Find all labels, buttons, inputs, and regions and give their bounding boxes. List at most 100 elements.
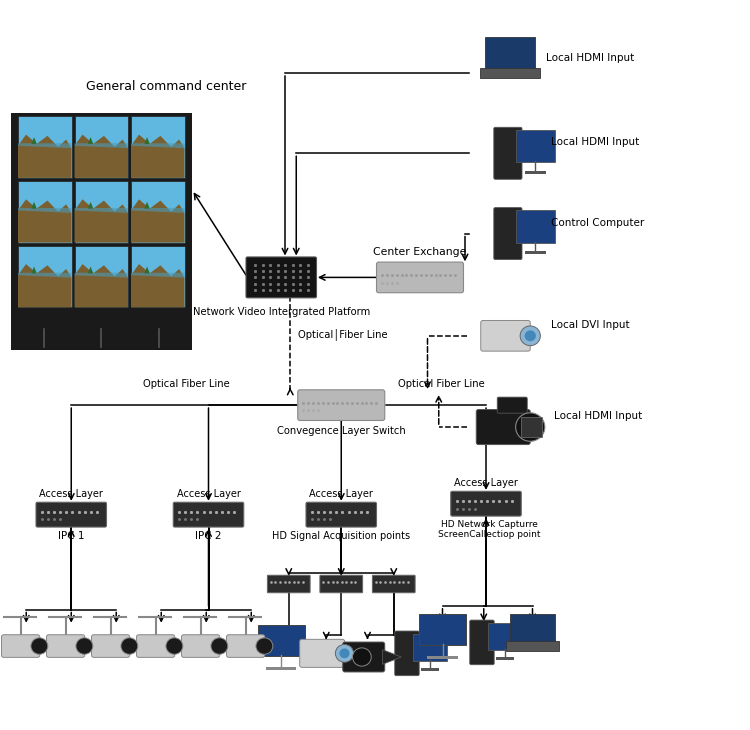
Circle shape bbox=[166, 638, 183, 654]
FancyBboxPatch shape bbox=[485, 37, 535, 72]
FancyBboxPatch shape bbox=[422, 668, 439, 671]
Circle shape bbox=[76, 638, 93, 654]
Circle shape bbox=[211, 638, 228, 654]
Circle shape bbox=[521, 418, 539, 436]
Polygon shape bbox=[74, 273, 128, 277]
FancyBboxPatch shape bbox=[18, 181, 71, 242]
Polygon shape bbox=[382, 650, 401, 664]
FancyBboxPatch shape bbox=[36, 502, 106, 527]
Text: IPC 1: IPC 1 bbox=[58, 531, 85, 541]
FancyBboxPatch shape bbox=[510, 614, 555, 645]
FancyBboxPatch shape bbox=[173, 502, 244, 527]
Text: Local HDMI Input: Local HDMI Input bbox=[554, 411, 642, 421]
FancyBboxPatch shape bbox=[267, 575, 310, 593]
Text: Access Layer: Access Layer bbox=[454, 477, 518, 488]
Circle shape bbox=[520, 326, 540, 345]
FancyBboxPatch shape bbox=[481, 320, 530, 351]
FancyBboxPatch shape bbox=[413, 634, 447, 661]
FancyBboxPatch shape bbox=[18, 245, 71, 307]
FancyBboxPatch shape bbox=[521, 418, 542, 437]
FancyBboxPatch shape bbox=[476, 410, 530, 445]
Polygon shape bbox=[18, 134, 71, 178]
FancyBboxPatch shape bbox=[298, 390, 385, 420]
FancyBboxPatch shape bbox=[46, 634, 85, 657]
Text: Access Layer: Access Layer bbox=[176, 488, 241, 499]
FancyBboxPatch shape bbox=[494, 127, 522, 180]
FancyBboxPatch shape bbox=[246, 257, 316, 298]
FancyBboxPatch shape bbox=[343, 642, 385, 672]
Polygon shape bbox=[88, 201, 93, 209]
Circle shape bbox=[340, 648, 350, 658]
Polygon shape bbox=[145, 137, 150, 144]
FancyBboxPatch shape bbox=[320, 575, 363, 593]
FancyBboxPatch shape bbox=[394, 631, 419, 676]
Text: Center Exchange: Center Exchange bbox=[374, 247, 466, 257]
FancyBboxPatch shape bbox=[10, 113, 192, 316]
FancyBboxPatch shape bbox=[300, 639, 345, 667]
FancyBboxPatch shape bbox=[92, 634, 130, 657]
FancyBboxPatch shape bbox=[266, 667, 296, 670]
Circle shape bbox=[352, 648, 371, 666]
Circle shape bbox=[121, 638, 138, 654]
FancyBboxPatch shape bbox=[136, 634, 175, 657]
FancyBboxPatch shape bbox=[131, 245, 184, 307]
FancyBboxPatch shape bbox=[10, 315, 192, 350]
Polygon shape bbox=[88, 137, 93, 144]
FancyBboxPatch shape bbox=[525, 251, 546, 254]
Text: Optical│Fiber Line: Optical│Fiber Line bbox=[298, 328, 387, 340]
Polygon shape bbox=[74, 134, 128, 178]
Text: Local HDMI Input: Local HDMI Input bbox=[546, 53, 634, 64]
Polygon shape bbox=[18, 199, 71, 242]
Polygon shape bbox=[18, 143, 71, 148]
FancyBboxPatch shape bbox=[306, 502, 376, 527]
Text: Optical Fiber Line: Optical Fiber Line bbox=[398, 379, 484, 389]
Text: Local HDMI Input: Local HDMI Input bbox=[551, 137, 640, 147]
FancyBboxPatch shape bbox=[515, 210, 555, 242]
Polygon shape bbox=[18, 208, 71, 213]
Circle shape bbox=[256, 638, 273, 654]
Polygon shape bbox=[131, 208, 184, 213]
Text: Convegence Layer Switch: Convegence Layer Switch bbox=[277, 426, 406, 436]
Polygon shape bbox=[32, 266, 37, 273]
Polygon shape bbox=[88, 266, 93, 273]
Polygon shape bbox=[32, 137, 37, 144]
Text: Access Layer: Access Layer bbox=[39, 488, 104, 499]
Polygon shape bbox=[32, 201, 37, 209]
Text: HD Network Capturre
ScreenCallectiop point: HD Network Capturre ScreenCallectiop poi… bbox=[439, 520, 541, 539]
FancyBboxPatch shape bbox=[226, 634, 265, 657]
FancyBboxPatch shape bbox=[470, 620, 494, 665]
Circle shape bbox=[31, 638, 48, 654]
Polygon shape bbox=[145, 266, 150, 273]
Text: General command center: General command center bbox=[86, 80, 247, 93]
FancyBboxPatch shape bbox=[18, 116, 71, 178]
Polygon shape bbox=[18, 264, 71, 307]
FancyBboxPatch shape bbox=[74, 245, 128, 307]
Polygon shape bbox=[131, 264, 184, 307]
Polygon shape bbox=[131, 134, 184, 178]
Text: HD Signal Acquisition points: HD Signal Acquisition points bbox=[272, 531, 410, 541]
FancyBboxPatch shape bbox=[372, 575, 416, 593]
Polygon shape bbox=[74, 199, 128, 242]
FancyBboxPatch shape bbox=[525, 171, 546, 174]
FancyBboxPatch shape bbox=[258, 625, 305, 656]
FancyBboxPatch shape bbox=[419, 614, 466, 645]
FancyBboxPatch shape bbox=[131, 116, 184, 178]
FancyBboxPatch shape bbox=[74, 181, 128, 242]
Text: Local DVI Input: Local DVI Input bbox=[551, 320, 630, 330]
FancyBboxPatch shape bbox=[496, 657, 514, 660]
Text: Access Layer: Access Layer bbox=[309, 488, 374, 499]
Text: Control Computer: Control Computer bbox=[551, 218, 644, 228]
Polygon shape bbox=[74, 143, 128, 148]
Text: IPC 2: IPC 2 bbox=[195, 531, 222, 541]
FancyBboxPatch shape bbox=[182, 634, 220, 657]
FancyBboxPatch shape bbox=[451, 491, 521, 516]
FancyBboxPatch shape bbox=[131, 181, 184, 242]
FancyBboxPatch shape bbox=[488, 623, 522, 650]
Polygon shape bbox=[74, 264, 128, 307]
FancyBboxPatch shape bbox=[494, 207, 522, 260]
Text: Optical Fiber Line: Optical Fiber Line bbox=[142, 379, 230, 389]
FancyBboxPatch shape bbox=[497, 397, 527, 413]
Polygon shape bbox=[131, 199, 184, 242]
FancyBboxPatch shape bbox=[515, 130, 555, 162]
FancyBboxPatch shape bbox=[2, 634, 40, 657]
